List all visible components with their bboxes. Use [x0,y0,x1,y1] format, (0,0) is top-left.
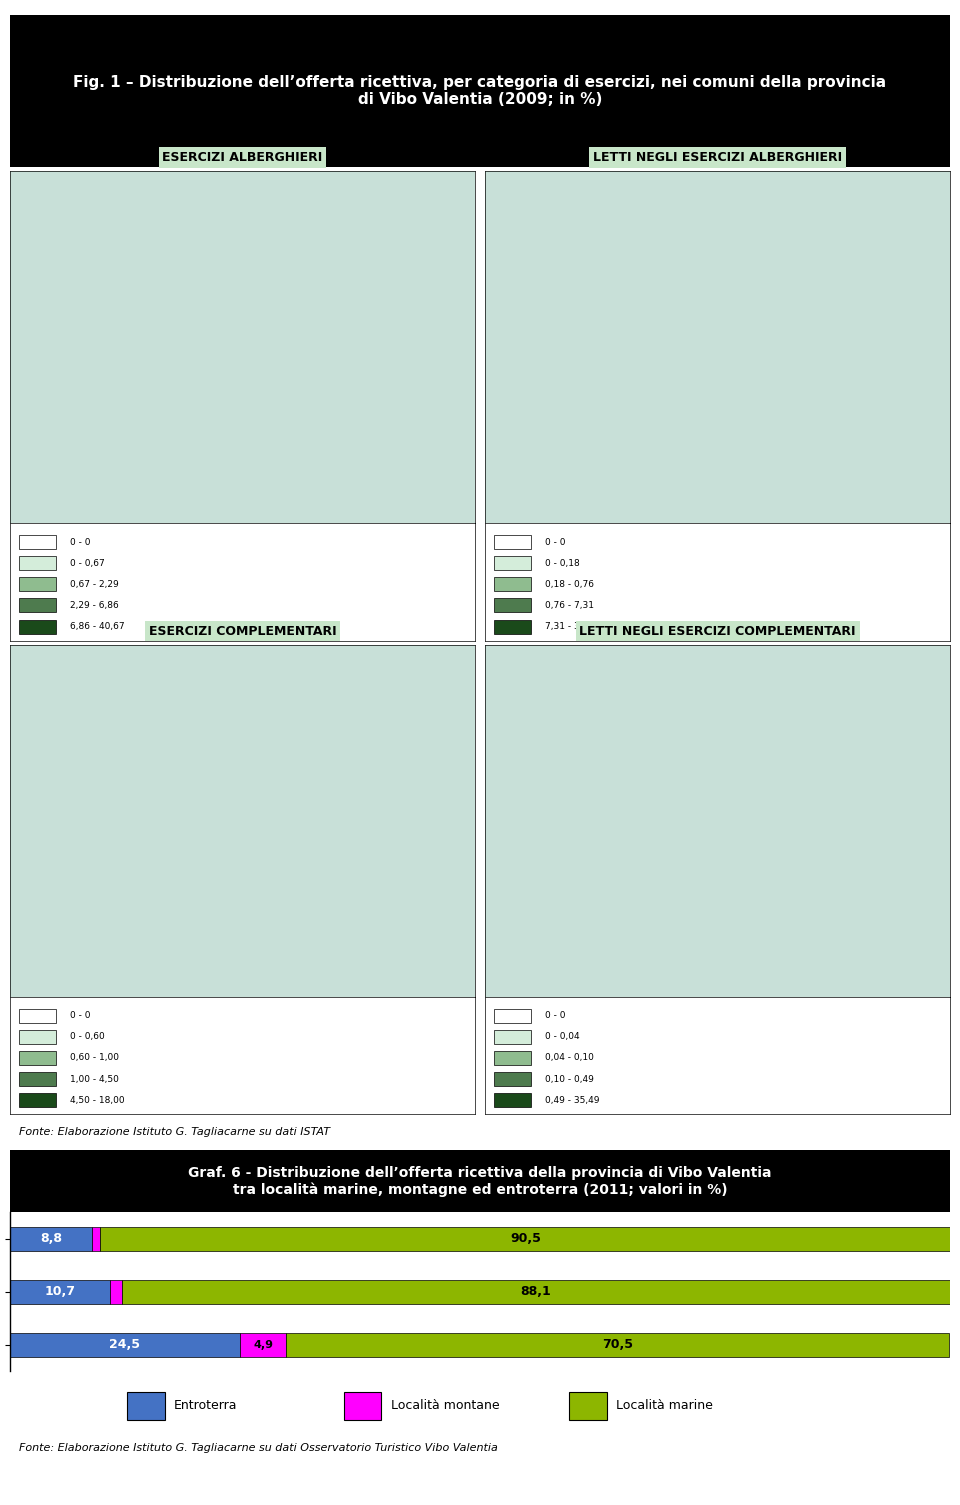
Bar [10,1333,240,1356]
FancyBboxPatch shape [19,557,57,570]
Text: 1,00 - 4,50: 1,00 - 4,50 [70,1075,119,1084]
Text: Località marine: Località marine [616,1400,713,1412]
Text: 0,60 - 1,00: 0,60 - 1,00 [70,1054,119,1063]
Text: 0 - 0: 0 - 0 [545,537,565,546]
Text: 0,18 - 0,76: 0,18 - 0,76 [545,579,594,588]
FancyBboxPatch shape [19,1029,57,1044]
Text: ESERCIZI ALBERGHIERI: ESERCIZI ALBERGHIERI [162,150,323,164]
Text: Graf. 6 - Distribuzione dell’offerta ricettiva della provincia di Vibo Valentia
: Graf. 6 - Distribuzione dell’offerta ric… [188,1166,772,1196]
FancyBboxPatch shape [19,620,57,634]
Text: 0 - 0: 0 - 0 [70,1011,90,1020]
Text: 70,5: 70,5 [602,1338,634,1351]
Text: 90,5: 90,5 [510,1233,541,1245]
FancyBboxPatch shape [344,1392,381,1419]
Text: 2,29 - 6,86: 2,29 - 6,86 [70,600,119,610]
Text: 0 - 0,60: 0 - 0,60 [70,1032,105,1041]
Text: 0 - 0,04: 0 - 0,04 [545,1032,580,1041]
Text: 0,67 - 2,29: 0,67 - 2,29 [70,579,119,588]
Text: 10,7: 10,7 [44,1285,76,1299]
FancyBboxPatch shape [494,578,531,591]
FancyBboxPatch shape [19,534,57,549]
Text: 24,5: 24,5 [109,1338,140,1351]
FancyBboxPatch shape [494,1029,531,1044]
FancyBboxPatch shape [494,1050,531,1066]
Text: LETTI NEGLI ESERCIZI COMPLEMENTARI: LETTI NEGLI ESERCIZI COMPLEMENTARI [579,625,855,638]
Text: Fonte: Elaborazione Istituto G. Tagliacarne su dati ISTAT: Fonte: Elaborazione Istituto G. Tagliaca… [19,1127,330,1138]
Text: Fonte: Elaborazione Istituto G. Tagliacarne su dati Osservatorio Turistico Vibo : Fonte: Elaborazione Istituto G. Tagliaca… [19,1443,498,1452]
Text: 0,10 - 0,49: 0,10 - 0,49 [545,1075,594,1084]
Bar [100,1227,951,1251]
FancyBboxPatch shape [127,1392,165,1419]
FancyBboxPatch shape [494,534,531,549]
FancyBboxPatch shape [494,1072,531,1087]
Text: 88,1: 88,1 [520,1285,551,1299]
Text: 4,9: 4,9 [253,1339,274,1350]
FancyBboxPatch shape [494,599,531,613]
Text: ESERCIZI COMPLEMENTARI: ESERCIZI COMPLEMENTARI [149,625,336,638]
FancyBboxPatch shape [19,1050,57,1066]
FancyBboxPatch shape [494,1008,531,1023]
FancyBboxPatch shape [494,620,531,634]
Text: 7,31 - 30,71: 7,31 - 30,71 [545,622,600,631]
Text: 0,04 - 0,10: 0,04 - 0,10 [545,1054,594,1063]
FancyBboxPatch shape [19,599,57,613]
Bar [286,1333,949,1356]
Text: 4,50 - 18,00: 4,50 - 18,00 [70,1096,125,1105]
Bar [92,1227,100,1251]
Text: 0 - 0,67: 0 - 0,67 [70,558,105,567]
Text: 0 - 0,18: 0 - 0,18 [545,558,580,567]
Bar [110,1279,122,1303]
Text: Entroterra: Entroterra [174,1400,238,1412]
FancyBboxPatch shape [569,1392,607,1419]
FancyBboxPatch shape [494,1093,531,1108]
FancyBboxPatch shape [19,1072,57,1087]
Bar [10,1227,92,1251]
FancyBboxPatch shape [494,557,531,570]
Text: Località montane: Località montane [391,1400,499,1412]
Text: 8,8: 8,8 [40,1233,62,1245]
Text: 0 - 0: 0 - 0 [545,1011,565,1020]
FancyBboxPatch shape [19,578,57,591]
FancyBboxPatch shape [19,1093,57,1108]
Text: 0 - 0: 0 - 0 [70,537,90,546]
Text: Fig. 1 – Distribuzione dell’offerta ricettiva, per categoria di esercizi, nei co: Fig. 1 – Distribuzione dell’offerta rice… [73,75,887,107]
Bar [10,1279,110,1303]
FancyBboxPatch shape [19,1008,57,1023]
Bar [240,1333,286,1356]
Bar [122,1279,950,1303]
Text: 0,49 - 35,49: 0,49 - 35,49 [545,1096,600,1105]
Text: 6,86 - 40,67: 6,86 - 40,67 [70,622,125,631]
Text: 0,76 - 7,31: 0,76 - 7,31 [545,600,594,610]
Text: LETTI NEGLI ESERCIZI ALBERGHIERI: LETTI NEGLI ESERCIZI ALBERGHIERI [593,150,842,164]
